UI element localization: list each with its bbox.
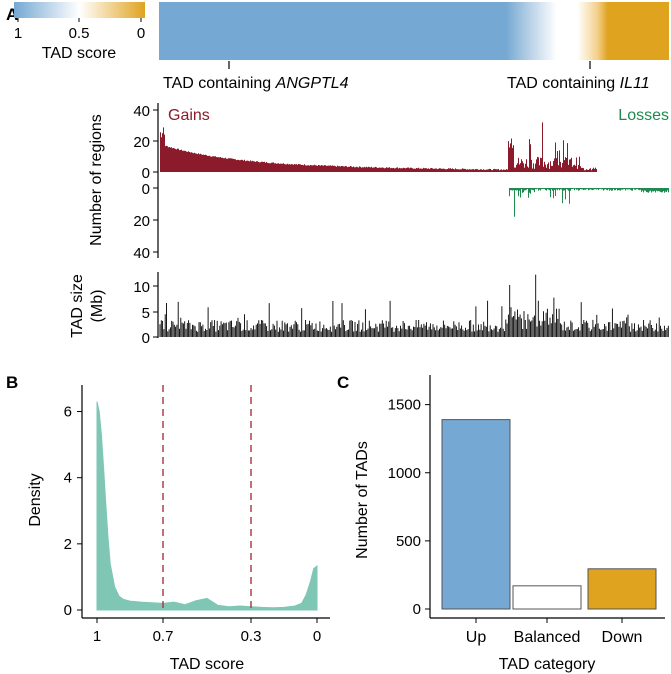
- regions-tick-label: 40: [133, 103, 150, 120]
- category-x-ticks: Up Balanced Down: [466, 618, 643, 646]
- density-x-tick-label: 0.3: [241, 628, 262, 645]
- size-tick-label: 5: [142, 305, 150, 322]
- tad-score-heatmap: [159, 2, 669, 60]
- size-tick-label: 0: [142, 330, 150, 347]
- bar-down: [587, 568, 657, 610]
- annotation-right: TAD containing IL11: [507, 75, 650, 92]
- panel-c: C 0 500 1000 1500 Up Balanced Down Number of …: [337, 373, 665, 673]
- category-y-tick-label: 0: [413, 601, 421, 618]
- legend-tick-label: 0: [137, 25, 145, 42]
- density-y-tick-label: 2: [64, 536, 72, 553]
- annotation-left-gene: ANGPTL4: [275, 75, 349, 92]
- density-y-tick-label: 4: [64, 470, 72, 487]
- density-x-tick-label: 0.7: [153, 628, 174, 645]
- density-y-tick-label: 0: [64, 602, 72, 619]
- category-y-label: Number of TADs: [354, 441, 371, 559]
- regions-axis: 40 20 0 0 20 40 Number of regions: [88, 103, 159, 262]
- size-y-label-line1: TAD size: [69, 274, 86, 338]
- losses-label: Losses: [618, 107, 669, 124]
- legend-tick-label: 0.5: [69, 25, 90, 42]
- regions-tick-label: 0: [142, 165, 150, 182]
- category-y-ticks: 0 500 1000 1500: [388, 397, 430, 618]
- density-y-ticks: 0 2 4 6: [64, 404, 82, 619]
- regions-y-label: Number of regions: [88, 114, 105, 246]
- annotation-right-prefix: TAD containing: [507, 75, 620, 92]
- gains-histogram: [160, 122, 597, 172]
- tad-size-spikes: [159, 274, 669, 337]
- panel-letter-c: C: [337, 373, 349, 392]
- bar-up: [441, 419, 511, 610]
- regions-tick-label: 40: [133, 245, 150, 262]
- category-x-label: TAD category: [499, 656, 596, 673]
- losses-histogram: [509, 188, 669, 217]
- panel-b: B 0 2 4 6 1 0.7 0.3 0 Density TAD score: [6, 373, 330, 673]
- category-y-tick-label: 500: [396, 533, 421, 550]
- category-x-tick-label: Up: [466, 629, 487, 646]
- tad-score-legend: 1 0.5 0 TAD score: [14, 2, 145, 62]
- annotation-left-prefix: TAD containing: [163, 75, 276, 92]
- category-y-tick-label: 1500: [388, 397, 421, 414]
- category-bars: [441, 419, 657, 610]
- regions-tick-label: 20: [133, 213, 150, 230]
- density-area: [96, 401, 318, 611]
- density-x-tick-label: 1: [93, 628, 101, 645]
- annotation-right-gene: IL11: [620, 75, 650, 92]
- panel-a: A 1 0.5 0 TAD score TAD containing ANGPT…: [6, 2, 669, 347]
- regions-tick-label: 0: [142, 181, 150, 198]
- category-x-tick-label: Balanced: [514, 629, 581, 646]
- annotation-left: TAD containing ANGPTL4: [163, 75, 349, 92]
- gains-label: Gains: [168, 107, 210, 124]
- regions-tick-label: 20: [133, 134, 150, 151]
- density-x-ticks: 1 0.7 0.3 0: [93, 618, 321, 645]
- density-y-tick-label: 6: [64, 404, 72, 421]
- size-tick-label: 10: [133, 279, 150, 296]
- legend-tick-label: 1: [14, 25, 22, 42]
- size-y-label-line2: (Mb): [89, 290, 106, 323]
- density-x-label: TAD score: [170, 656, 244, 673]
- category-x-tick-label: Down: [602, 629, 643, 646]
- bar-balanced: [512, 585, 582, 610]
- density-x-tick-label: 0: [313, 628, 321, 645]
- density-y-label: Density: [27, 473, 44, 526]
- legend-colorbar: [14, 2, 145, 18]
- legend-title: TAD score: [42, 45, 116, 62]
- panel-letter-b: B: [6, 373, 18, 392]
- category-y-tick-label: 1000: [388, 465, 421, 482]
- tad-size-axis: 10 5 0 TAD size (Mb): [69, 272, 159, 347]
